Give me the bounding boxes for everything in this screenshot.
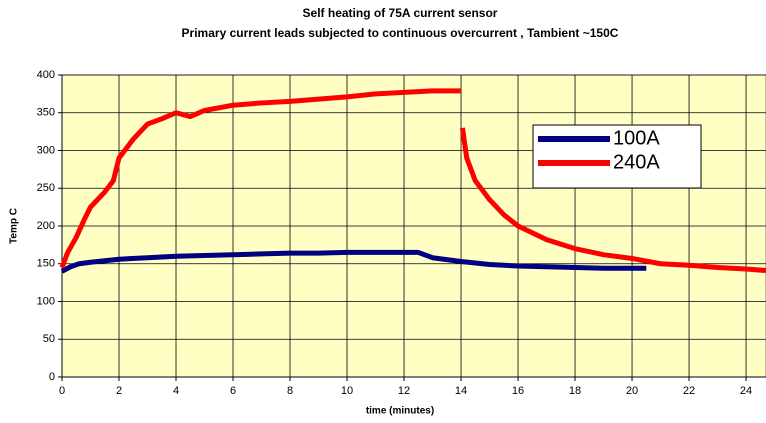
y-axis-label: Temp C bbox=[9, 208, 20, 244]
y-tick-label: 150 bbox=[37, 258, 55, 270]
x-axis-label: time (minutes) bbox=[366, 406, 434, 417]
x-tick-label: 20 bbox=[626, 385, 638, 397]
x-tick-label: 0 bbox=[59, 385, 65, 397]
x-tick-label: 2 bbox=[116, 385, 122, 397]
y-tick-label: 200 bbox=[37, 220, 55, 232]
x-tick-label: 4 bbox=[173, 385, 179, 397]
series-line bbox=[59, 88, 766, 274]
y-tick-label: 0 bbox=[49, 371, 55, 383]
y-tick-label: 250 bbox=[37, 182, 55, 194]
x-tick-label: 16 bbox=[512, 385, 524, 397]
legend-label: 100A bbox=[613, 127, 660, 149]
y-tick-label: 400 bbox=[37, 69, 55, 81]
y-tick-label: 100 bbox=[37, 295, 55, 307]
chart-subtitle: Primary current leads subjected to conti… bbox=[182, 26, 619, 40]
x-tick-label: 12 bbox=[398, 385, 410, 397]
y-tick-label: 300 bbox=[37, 144, 55, 156]
x-tick-label: 14 bbox=[455, 385, 467, 397]
y-tick-label: 50 bbox=[43, 333, 55, 345]
y-tick-label: 350 bbox=[37, 107, 55, 119]
x-tick-label: 22 bbox=[683, 385, 695, 397]
x-tick-label: 6 bbox=[230, 385, 236, 397]
series-line bbox=[60, 249, 647, 274]
legend-box bbox=[532, 124, 702, 189]
chart-title: Self heating of 75A current sensor bbox=[303, 6, 498, 20]
legend-label: 240A bbox=[613, 151, 660, 173]
x-tick-label: 24 bbox=[740, 385, 752, 397]
x-tick-label: 18 bbox=[569, 385, 581, 397]
x-tick-label: 8 bbox=[287, 385, 293, 397]
x-tick-label: 10 bbox=[341, 385, 353, 397]
